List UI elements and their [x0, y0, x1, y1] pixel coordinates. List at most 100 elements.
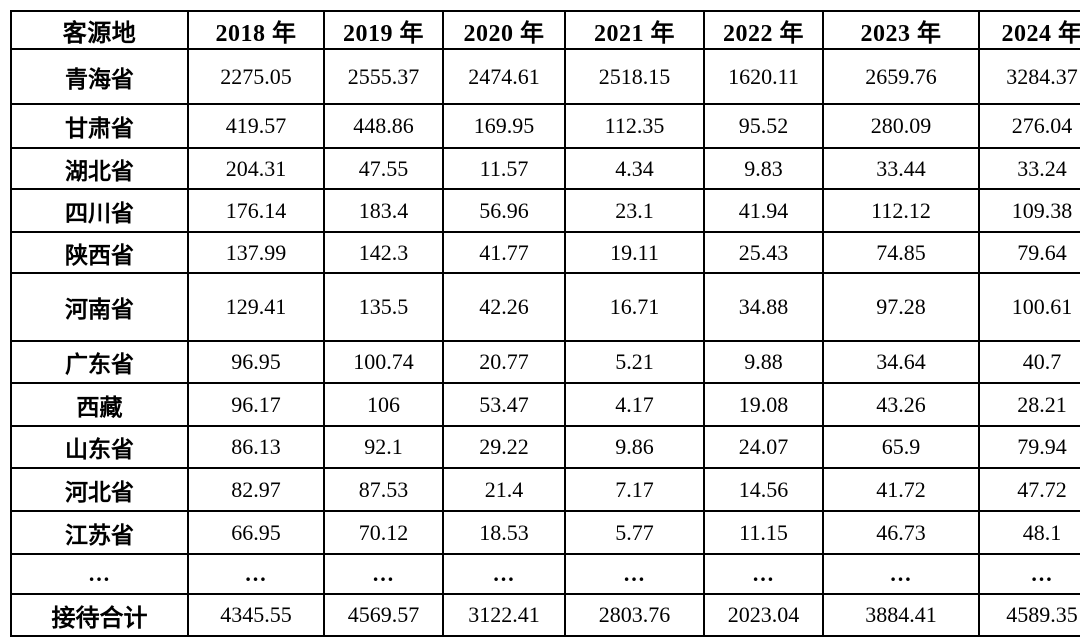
value-cell: 24.07 — [703, 425, 824, 469]
table-row: 江苏省 66.95 70.12 18.53 5.77 11.15 46.73 48.1 — [10, 510, 1080, 555]
table-row: 四川省 176.14 183.4 56.96 23.1 41.94 112.12 109.38 — [10, 188, 1080, 233]
row-label: … — [10, 553, 189, 595]
value-cell: 56.96 — [442, 188, 566, 233]
value-cell: 3284.37 — [978, 48, 1080, 105]
value-cell: 53.47 — [442, 382, 566, 427]
column-header-year: 2018 年 — [187, 10, 325, 50]
row-label: 广东省 — [10, 340, 189, 384]
row-label: 西藏 — [10, 382, 189, 427]
value-cell: 2518.15 — [564, 48, 705, 105]
value-cell: 2023.04 — [703, 593, 824, 637]
value-cell: 112.12 — [822, 188, 980, 233]
value-cell: 9.88 — [703, 340, 824, 384]
table-row: 陕西省 137.99 142.3 41.77 19.11 25.43 74.85 79.64 — [10, 231, 1080, 274]
value-cell: 19.11 — [564, 231, 705, 274]
value-cell: 40.7 — [978, 340, 1080, 384]
value-cell: 41.94 — [703, 188, 824, 233]
value-cell: 129.41 — [187, 272, 325, 342]
value-cell: 4589.35 — [978, 593, 1080, 637]
table-row: 河南省 129.41 135.5 42.26 16.71 34.88 97.28 100.61 — [10, 272, 1080, 342]
column-header-year: 2022 年 — [703, 10, 824, 50]
value-cell: … — [978, 553, 1080, 595]
value-cell: 95.52 — [703, 103, 824, 149]
value-cell: 82.97 — [187, 467, 325, 512]
value-cell: 33.24 — [978, 147, 1080, 190]
row-label: 甘肃省 — [10, 103, 189, 149]
value-cell: 142.3 — [323, 231, 444, 274]
value-cell: 16.71 — [564, 272, 705, 342]
value-cell: 419.57 — [187, 103, 325, 149]
value-cell: … — [703, 553, 824, 595]
value-cell: 46.73 — [822, 510, 980, 555]
value-cell: 87.53 — [323, 467, 444, 512]
value-cell: 2659.76 — [822, 48, 980, 105]
value-cell: 34.88 — [703, 272, 824, 342]
value-cell: 109.38 — [978, 188, 1080, 233]
value-cell: 33.44 — [822, 147, 980, 190]
column-header-year: 2024 年 — [978, 10, 1080, 50]
value-cell: 97.28 — [822, 272, 980, 342]
value-cell: 66.95 — [187, 510, 325, 555]
row-label: 青海省 — [10, 48, 189, 105]
value-cell: 11.57 — [442, 147, 566, 190]
row-label: 河北省 — [10, 467, 189, 512]
column-header-source: 客源地 — [10, 10, 189, 50]
value-cell: 96.17 — [187, 382, 325, 427]
value-cell: 28.21 — [978, 382, 1080, 427]
value-cell: 19.08 — [703, 382, 824, 427]
value-cell: 25.43 — [703, 231, 824, 274]
value-cell: … — [442, 553, 566, 595]
row-label: 山东省 — [10, 425, 189, 469]
value-cell: … — [564, 553, 705, 595]
value-cell: 1620.11 — [703, 48, 824, 105]
value-cell: 41.77 — [442, 231, 566, 274]
value-cell: 183.4 — [323, 188, 444, 233]
table-row: 湖北省 204.31 47.55 11.57 4.34 9.83 33.44 33.24 — [10, 147, 1080, 190]
value-cell: 29.22 — [442, 425, 566, 469]
value-cell: 5.21 — [564, 340, 705, 384]
value-cell: 276.04 — [978, 103, 1080, 149]
value-cell: 96.95 — [187, 340, 325, 384]
value-cell: 70.12 — [323, 510, 444, 555]
value-cell: 5.77 — [564, 510, 705, 555]
value-cell: 47.55 — [323, 147, 444, 190]
value-cell: … — [323, 553, 444, 595]
value-cell: 47.72 — [978, 467, 1080, 512]
value-cell: 2555.37 — [323, 48, 444, 105]
table-row: 接待合计 4345.55 4569.57 3122.41 2803.76 2023.04 3… — [10, 593, 1080, 637]
value-cell: 79.94 — [978, 425, 1080, 469]
table-row: 河北省 82.97 87.53 21.4 7.17 14.56 41.72 47.72 — [10, 467, 1080, 512]
value-cell: 2474.61 — [442, 48, 566, 105]
column-header-year: 2019 年 — [323, 10, 444, 50]
value-cell: 4.34 — [564, 147, 705, 190]
row-label: 陕西省 — [10, 231, 189, 274]
value-cell: 9.86 — [564, 425, 705, 469]
column-header-year: 2020 年 — [442, 10, 566, 50]
value-cell: 112.35 — [564, 103, 705, 149]
table-body: 青海省 2275.05 2555.37 2474.61 2518.15 1620.11 26… — [10, 48, 1080, 637]
value-cell: 79.64 — [978, 231, 1080, 274]
table-row: 西藏 96.17 106 53.47 4.17 19.08 43.26 28.21 — [10, 382, 1080, 427]
value-cell: 106 — [323, 382, 444, 427]
table-row: …………………… — [10, 553, 1080, 595]
value-cell: … — [187, 553, 325, 595]
value-cell: 48.1 — [978, 510, 1080, 555]
table-row: 山东省 86.13 92.1 29.22 9.86 24.07 65.9 79.94 — [10, 425, 1080, 469]
value-cell: 204.31 — [187, 147, 325, 190]
value-cell: 86.13 — [187, 425, 325, 469]
value-cell: 23.1 — [564, 188, 705, 233]
value-cell: 169.95 — [442, 103, 566, 149]
value-cell: 65.9 — [822, 425, 980, 469]
table-row: 广东省 96.95 100.74 20.77 5.21 9.88 34.64 40.7 — [10, 340, 1080, 384]
value-cell: 3122.41 — [442, 593, 566, 637]
table-row: 甘肃省 419.57 448.86 169.95 112.35 95.52 280.09 27… — [10, 103, 1080, 149]
row-label: 接待合计 — [10, 593, 189, 637]
value-cell: 135.5 — [323, 272, 444, 342]
row-label: 四川省 — [10, 188, 189, 233]
value-cell: 4569.57 — [323, 593, 444, 637]
value-cell: 100.61 — [978, 272, 1080, 342]
row-label: 江苏省 — [10, 510, 189, 555]
